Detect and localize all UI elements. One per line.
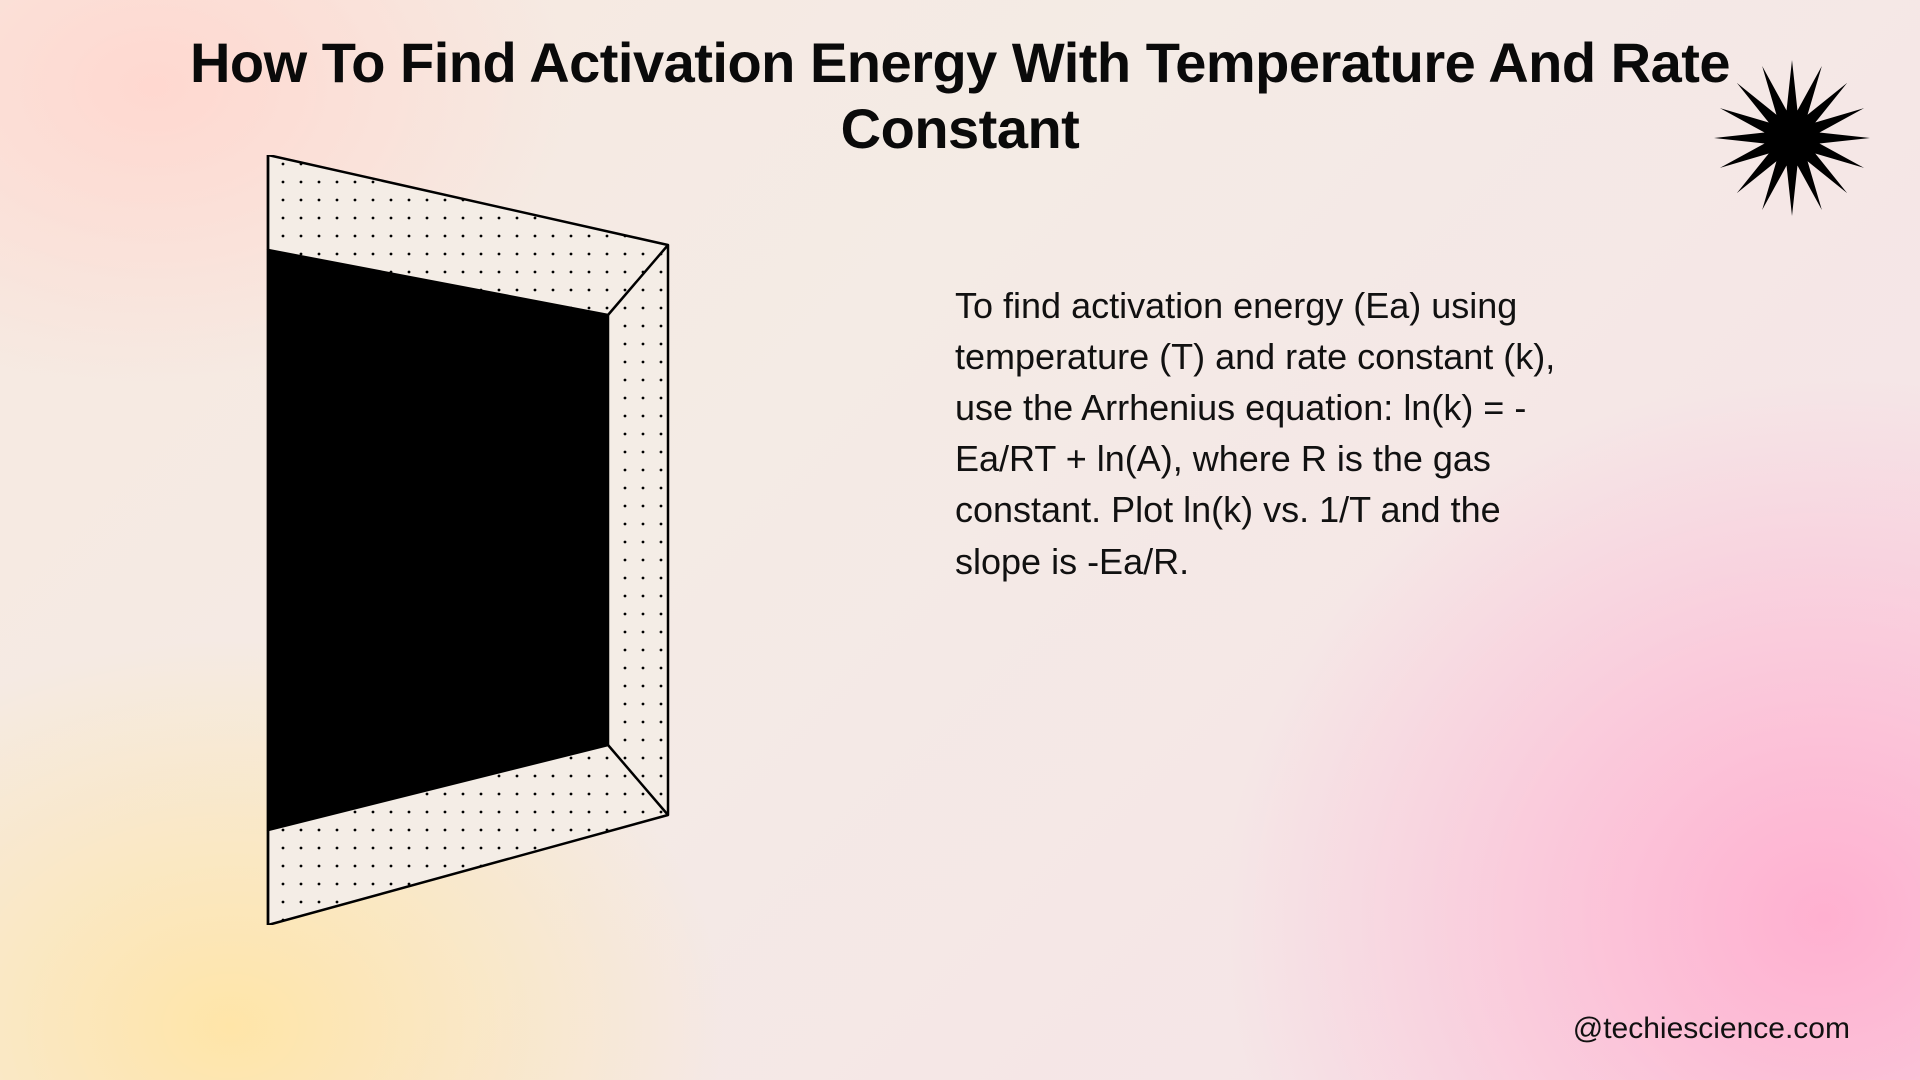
starburst-icon xyxy=(1712,58,1872,218)
page-title: How To Find Activation Energy With Tempe… xyxy=(77,30,1843,162)
frame-illustration xyxy=(238,155,708,925)
body-paragraph: To find activation energy (Ea) using tem… xyxy=(955,280,1575,587)
attribution-text: @techiescience.com xyxy=(1573,1012,1850,1046)
